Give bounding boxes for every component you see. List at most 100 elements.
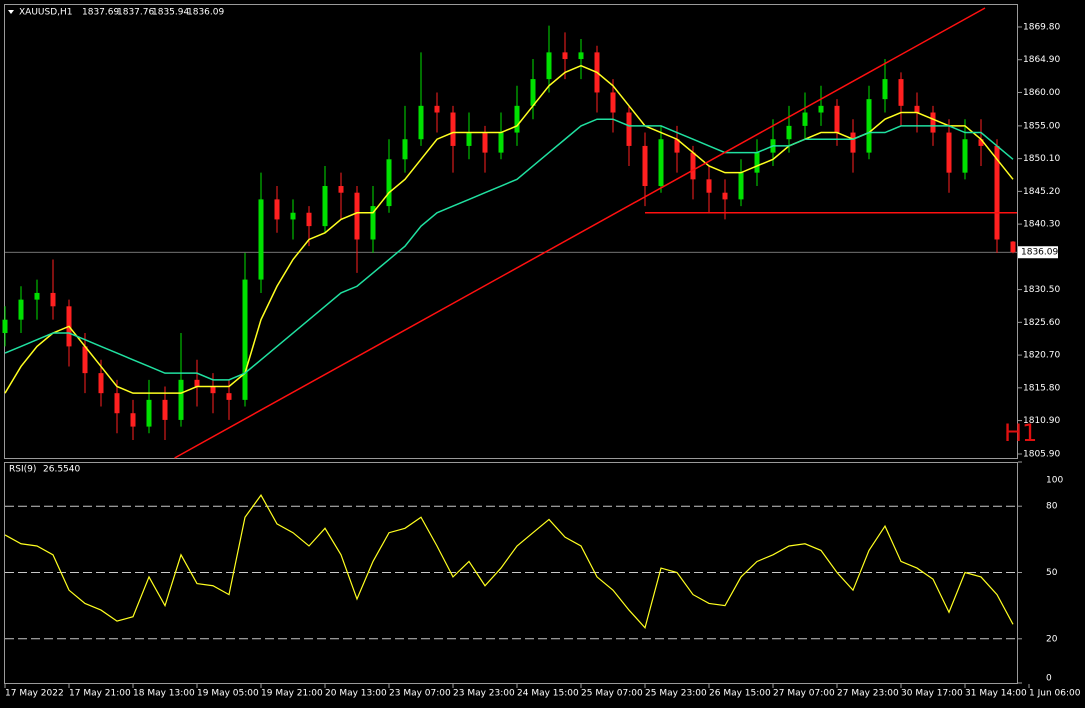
- candle-body: [114, 393, 120, 414]
- rsi-y-tick-label: 100: [1046, 476, 1063, 486]
- candle-body: [226, 393, 232, 400]
- candle-body: [1010, 241, 1016, 253]
- candle-body: [546, 52, 552, 80]
- candle-body: [674, 139, 680, 153]
- candle-body: [530, 79, 536, 106]
- candle-body: [258, 199, 264, 280]
- candle-body: [178, 379, 184, 420]
- candle-body: [946, 132, 952, 173]
- candle-body: [514, 105, 520, 133]
- x-tick-label: 25 May 07:00: [581, 689, 643, 699]
- y-tick-label: 1805.90: [1023, 449, 1060, 459]
- candle-body: [450, 112, 456, 146]
- candle-body: [754, 152, 760, 173]
- candle-body: [898, 79, 904, 106]
- candle-body: [354, 192, 360, 240]
- candle-body: [626, 112, 632, 146]
- y-tick-label: 1825.60: [1023, 318, 1060, 328]
- candle-body: [578, 52, 584, 60]
- menu-arrow: [8, 10, 14, 14]
- rsi-line: [4, 494, 1014, 629]
- x-tick-label: 17 May 2022: [5, 689, 64, 699]
- ohlc-close: 1836.09: [187, 8, 224, 18]
- x-tick-label: 23 May 23:00: [453, 689, 515, 699]
- candle-body: [642, 145, 648, 187]
- y-tick-label: 1845.20: [1023, 187, 1060, 197]
- candle-body: [834, 105, 840, 133]
- candle-body: [914, 105, 920, 113]
- candle-body: [210, 386, 216, 394]
- x-tick-label: 1 Jun 06:00: [1029, 689, 1081, 699]
- candle-body: [370, 206, 376, 240]
- x-tick-label: 30 May 17:00: [901, 689, 963, 699]
- candle-body: [962, 139, 968, 173]
- candle-body: [386, 159, 392, 207]
- candle-body: [818, 105, 824, 113]
- candle-body: [194, 379, 200, 387]
- x-tick-label: 26 May 15:00: [709, 689, 771, 699]
- candle-body: [610, 92, 616, 113]
- rsi-name: RSI(9): [9, 465, 36, 475]
- candle-body: [338, 186, 344, 193]
- moving-average: [4, 64, 1014, 394]
- x-tick-label: 27 May 23:00: [837, 689, 899, 699]
- candle-body: [786, 125, 792, 140]
- candle-body: [866, 99, 872, 153]
- x-tick-label: 31 May 14:00: [965, 689, 1027, 699]
- price-box: [1018, 246, 1058, 259]
- rsi-y-tick-label: 20: [1046, 634, 1058, 644]
- price-box-label: 1836.09: [1021, 248, 1058, 258]
- y-tick-label: 1830.50: [1023, 285, 1060, 295]
- candle-body: [690, 152, 696, 180]
- candle-body: [434, 105, 440, 113]
- x-tick-label: 18 May 13:00: [133, 689, 195, 699]
- rsi-y-tick-label: 80: [1046, 502, 1058, 512]
- candle-body: [402, 139, 408, 160]
- x-tick-label: 19 May 05:00: [197, 689, 259, 699]
- x-tick-label: 19 May 21:00: [261, 689, 323, 699]
- candle-body: [146, 399, 152, 427]
- rsi-y-tick-label: 0: [1046, 674, 1052, 684]
- x-tick-label: 24 May 15:00: [517, 689, 579, 699]
- moving-average: [4, 118, 1014, 381]
- trendline: [174, 7, 986, 459]
- candle-body: [722, 192, 728, 200]
- candle-body: [306, 212, 312, 227]
- candle-body: [738, 172, 744, 200]
- main-panel-frame: [4, 4, 1018, 459]
- candle-body: [706, 179, 712, 193]
- y-tick-label: 1840.30: [1023, 220, 1060, 230]
- candle-body: [978, 139, 984, 146]
- candle-body: [18, 299, 24, 320]
- candle-body: [162, 399, 168, 420]
- candle-body: [498, 132, 504, 153]
- ohlc-low: 1835.94: [152, 8, 189, 18]
- y-tick-label: 1850.10: [1023, 154, 1060, 164]
- x-tick-label: 17 May 21:00: [69, 689, 131, 699]
- y-tick-label: 1815.80: [1023, 383, 1060, 393]
- candle-body: [466, 132, 472, 146]
- candle-body: [930, 112, 936, 133]
- candle-body: [882, 79, 888, 100]
- symbol-label: XAUUSD,H1: [19, 8, 73, 18]
- candle-body: [2, 319, 8, 334]
- rsi-y-tick-label: 50: [1046, 568, 1058, 578]
- rsi-current: 26.5540: [43, 465, 80, 475]
- timeframe-label: H1: [1004, 419, 1037, 447]
- x-tick-label: 27 May 07:00: [773, 689, 835, 699]
- candle-body: [130, 413, 136, 427]
- candle-body: [82, 346, 88, 374]
- candle-body: [482, 132, 488, 153]
- candle-body: [850, 132, 856, 153]
- candle-body: [274, 199, 280, 220]
- candle-body: [34, 292, 40, 300]
- x-tick-label: 25 May 23:00: [645, 689, 707, 699]
- candle-body: [290, 212, 296, 220]
- y-tick-label: 1820.70: [1023, 351, 1060, 361]
- y-tick-label: 1855.00: [1023, 121, 1060, 131]
- y-tick-label: 1864.90: [1023, 55, 1060, 65]
- candle-body: [98, 373, 104, 394]
- candle-body: [322, 186, 328, 227]
